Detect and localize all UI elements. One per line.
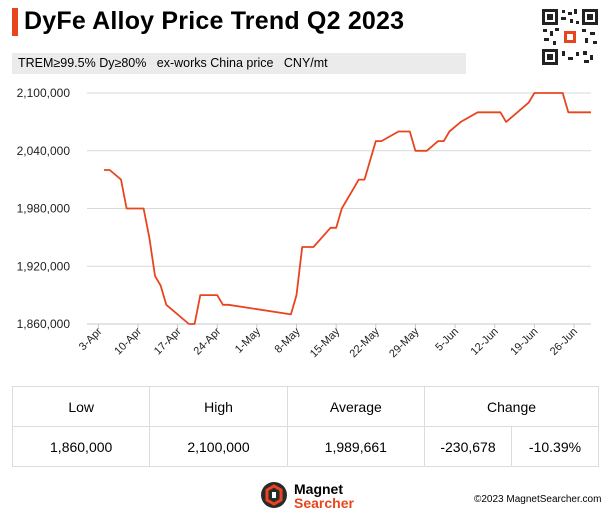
x-tick-label: 12-Jun [469, 326, 501, 358]
page-title: DyFe Alloy Price Trend Q2 2023 [24, 7, 405, 35]
y-tick-label: 1,860,000 [17, 317, 71, 331]
x-tick-label: 26-Jun [548, 326, 580, 358]
title-accent-bar [12, 8, 18, 36]
x-tick-label: 5-Jun [433, 326, 461, 354]
stats-table: Low High Average Change 1,860,000 2,100,… [11, 386, 599, 467]
chart-subtitle: TREM≥99.5% Dy≥80% ex-works China price C… [12, 53, 466, 74]
logo-line-magnet: Magnet [294, 481, 343, 497]
x-tick-label: 19-Jun [508, 326, 540, 358]
magnet-searcher-logo-icon [261, 482, 287, 508]
x-tick-label: 24-Apr [192, 325, 224, 357]
stats-value-change-pct: -10.39% [511, 426, 599, 467]
qr-code-icon [540, 7, 600, 67]
stats-header-row: Low High Average Change [11, 386, 599, 427]
x-tick-label: 15-May [308, 325, 343, 360]
line-chart: 1,860,000 1,920,000 1,980,000 2,040,000 2,10… [17, 86, 591, 360]
stats-value-low: 1,860,000 [11, 426, 151, 467]
stats-header-high: High [149, 386, 288, 427]
y-tick-label: 1,920,000 [17, 259, 71, 273]
stats-value-high: 2,100,000 [149, 426, 288, 467]
x-tick-label: 3-Apr [77, 325, 105, 353]
stats-header-change: Change [424, 386, 599, 427]
footer-logo-text: Magnet Searcher [294, 482, 354, 510]
x-tick-label: 29-May [387, 325, 422, 360]
stats-header-low: Low [11, 386, 151, 427]
stats-header-average: Average [286, 386, 426, 427]
x-tick-label: 1-May [233, 325, 263, 355]
stats-value-change-abs: -230,678 [424, 426, 512, 467]
y-tick-label: 2,100,000 [17, 86, 71, 100]
stats-value-average: 1,989,661 [286, 426, 426, 467]
logo-line-searcher: Searcher [294, 495, 354, 511]
price-series-line [104, 92, 591, 325]
x-tick-label: 17-Apr [152, 325, 184, 357]
x-tick-label: 10-Apr [112, 325, 144, 357]
stats-value-row: 1,860,000 2,100,000 1,989,661 -230,678 -… [11, 426, 599, 467]
y-tick-label: 2,040,000 [17, 144, 71, 158]
y-tick-label: 1,980,000 [17, 202, 71, 216]
copyright-text: ©2023 MagnetSearcher.com [474, 494, 602, 505]
x-tick-label: 22-May [348, 325, 383, 360]
x-tick-label: 8-May [273, 325, 303, 355]
